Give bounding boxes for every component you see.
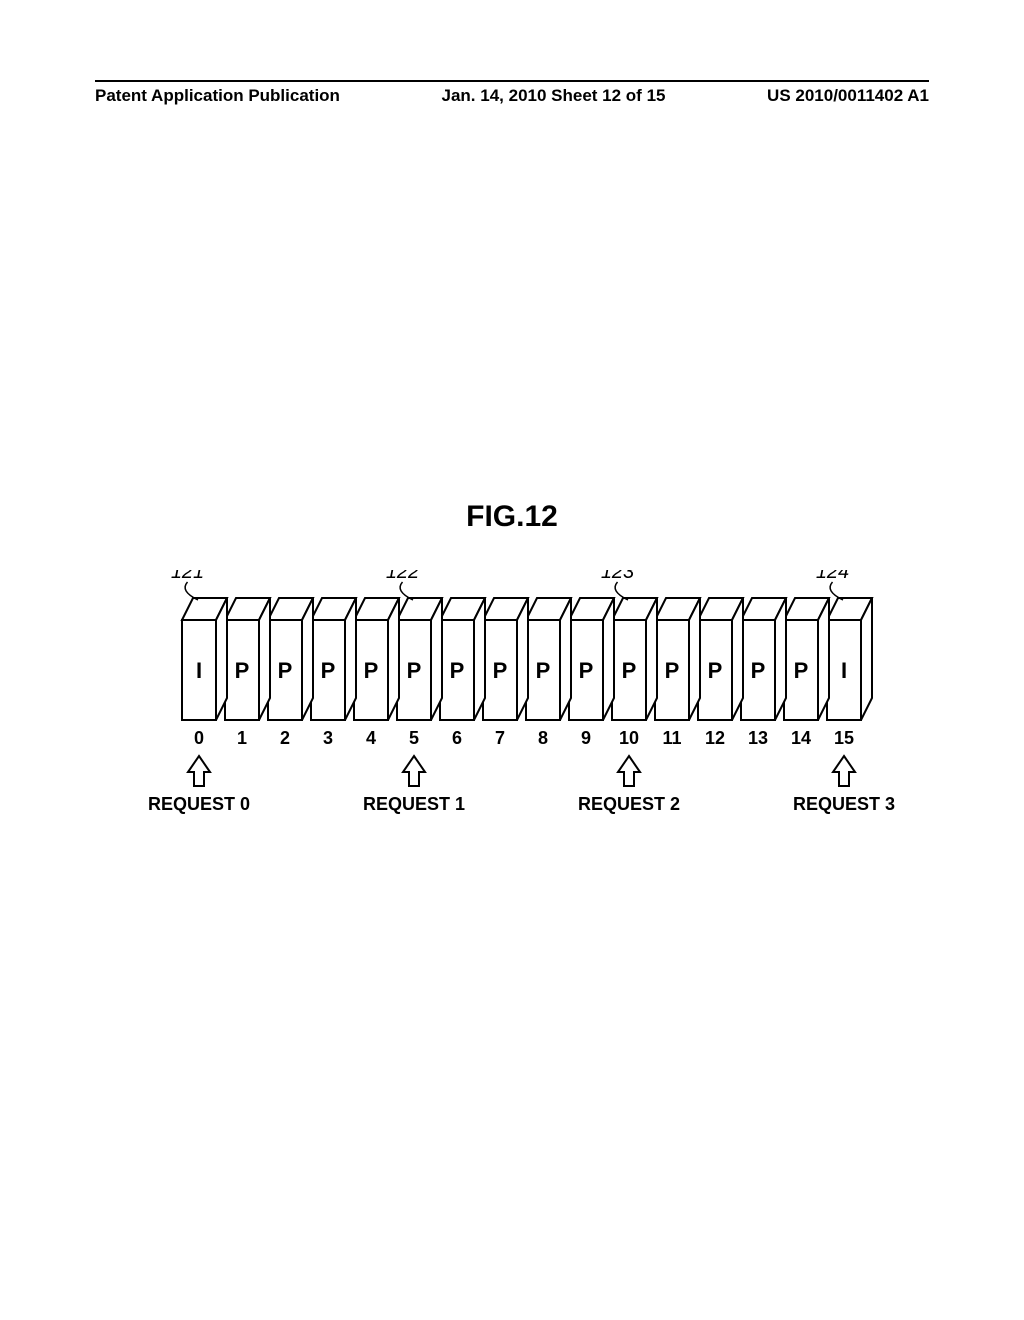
svg-text:123: 123: [601, 570, 634, 583]
svg-text:14: 14: [791, 728, 811, 748]
header-left: Patent Application Publication: [95, 86, 340, 106]
svg-text:REQUEST 1: REQUEST 1: [363, 794, 465, 814]
svg-text:P: P: [407, 658, 422, 683]
page-header: Patent Application Publication Jan. 14, …: [0, 80, 1024, 106]
svg-text:P: P: [794, 658, 809, 683]
svg-text:124: 124: [816, 570, 849, 583]
figure-title: FIG.12: [0, 500, 1024, 534]
svg-text:I: I: [841, 658, 847, 683]
svg-text:10: 10: [619, 728, 639, 748]
svg-text:122: 122: [386, 570, 419, 583]
svg-text:P: P: [364, 658, 379, 683]
svg-text:0: 0: [194, 728, 204, 748]
svg-text:5: 5: [409, 728, 419, 748]
svg-text:6: 6: [452, 728, 462, 748]
svg-text:REQUEST 0: REQUEST 0: [148, 794, 250, 814]
svg-text:12: 12: [705, 728, 725, 748]
svg-text:P: P: [493, 658, 508, 683]
svg-text:P: P: [278, 658, 293, 683]
svg-text:P: P: [321, 658, 336, 683]
svg-text:P: P: [536, 658, 551, 683]
svg-text:P: P: [622, 658, 637, 683]
svg-text:P: P: [450, 658, 465, 683]
svg-text:REQUEST 3: REQUEST 3: [793, 794, 895, 814]
header-right: US 2010/0011402 A1: [767, 86, 929, 106]
svg-text:13: 13: [748, 728, 768, 748]
svg-text:4: 4: [366, 728, 376, 748]
svg-text:7: 7: [495, 728, 505, 748]
frame-sequence-diagram: I 15 P 14 P 13 P 12 P 11 P 10 P 9 P 8 P 7 P 6 P 5 P 4 P 3 P 2 P 1 I 0 12…: [120, 570, 910, 880]
svg-text:9: 9: [581, 728, 591, 748]
svg-text:2: 2: [280, 728, 290, 748]
svg-text:3: 3: [323, 728, 333, 748]
svg-text:1: 1: [237, 728, 247, 748]
svg-text:P: P: [579, 658, 594, 683]
svg-text:P: P: [708, 658, 723, 683]
svg-text:P: P: [751, 658, 766, 683]
svg-text:P: P: [665, 658, 680, 683]
svg-text:I: I: [196, 658, 202, 683]
header-center: Jan. 14, 2010 Sheet 12 of 15: [442, 86, 666, 106]
svg-text:11: 11: [662, 728, 681, 748]
svg-text:8: 8: [538, 728, 548, 748]
svg-text:P: P: [235, 658, 250, 683]
svg-text:15: 15: [834, 728, 854, 748]
header-rule: [95, 80, 929, 82]
svg-text:121: 121: [171, 570, 204, 583]
svg-text:REQUEST 2: REQUEST 2: [578, 794, 680, 814]
